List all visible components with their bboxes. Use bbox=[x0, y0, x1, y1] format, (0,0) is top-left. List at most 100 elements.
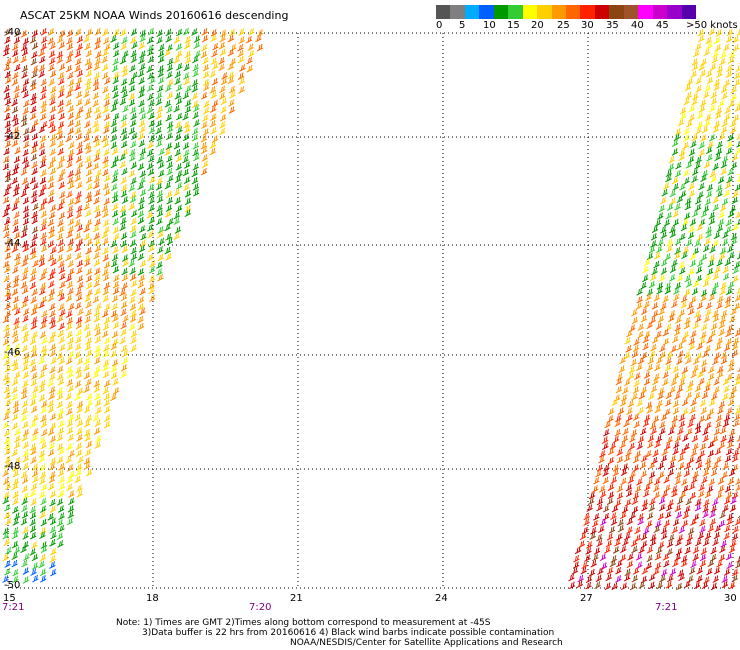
wind-barb bbox=[621, 505, 629, 514]
wind-barb bbox=[112, 169, 119, 177]
wind-barb bbox=[103, 405, 111, 414]
wind-barb bbox=[93, 232, 100, 240]
wind-barb bbox=[588, 491, 596, 500]
wind-barb bbox=[65, 392, 72, 401]
wind-barb bbox=[12, 526, 19, 535]
wind-barb bbox=[175, 97, 183, 105]
wind-barb bbox=[49, 105, 57, 114]
wind-barb bbox=[708, 254, 716, 262]
wind-barb bbox=[603, 463, 610, 472]
wind-barb bbox=[157, 246, 164, 254]
wind-barb bbox=[702, 505, 709, 513]
wind-barb bbox=[66, 205, 74, 213]
wind-barb bbox=[692, 364, 699, 373]
wind-barb bbox=[722, 419, 730, 428]
wind-barb bbox=[713, 78, 720, 87]
wind-barb bbox=[128, 184, 135, 192]
wind-barb bbox=[636, 363, 643, 372]
wind-barb bbox=[662, 371, 669, 379]
wind-barb bbox=[733, 302, 740, 311]
wind-barb bbox=[13, 231, 21, 240]
wind-barb bbox=[56, 50, 64, 59]
wind-barb bbox=[173, 56, 180, 64]
wind-barb bbox=[31, 161, 38, 169]
wind-barb bbox=[14, 253, 21, 261]
legend-swatch bbox=[623, 5, 639, 19]
wind-barb bbox=[660, 526, 668, 535]
wind-barb bbox=[104, 414, 111, 423]
wind-barb bbox=[2, 421, 10, 430]
wind-barb bbox=[47, 28, 55, 36]
wind-barb bbox=[684, 505, 691, 514]
wind-barb bbox=[129, 323, 136, 331]
wind-barb bbox=[718, 132, 726, 141]
wind-barb bbox=[31, 372, 38, 380]
wind-barb bbox=[712, 314, 720, 323]
wind-barb bbox=[21, 335, 29, 344]
wind-barb bbox=[30, 307, 38, 316]
wind-barb bbox=[56, 443, 64, 451]
wind-barb bbox=[687, 307, 695, 316]
wind-barb bbox=[654, 552, 662, 561]
wind-barb bbox=[737, 403, 740, 408]
wind-barb bbox=[76, 484, 83, 493]
wind-barb bbox=[66, 400, 73, 409]
wind-barb bbox=[191, 92, 198, 100]
wind-barb bbox=[122, 259, 129, 267]
wind-barb bbox=[103, 336, 111, 345]
wind-barb bbox=[614, 499, 622, 507]
wind-barb bbox=[38, 259, 46, 268]
wind-barb bbox=[103, 92, 110, 101]
wind-barb bbox=[66, 190, 73, 199]
wind-barb bbox=[40, 42, 47, 51]
wind-barb bbox=[679, 148, 686, 157]
wind-barb bbox=[666, 351, 673, 359]
wind-barb bbox=[698, 141, 705, 150]
wind-barb bbox=[120, 85, 127, 94]
wind-barb bbox=[731, 533, 739, 541]
wind-barb bbox=[4, 174, 12, 183]
wind-barb bbox=[147, 141, 154, 149]
wind-barb bbox=[76, 427, 83, 436]
wind-barb bbox=[585, 547, 592, 555]
wind-barb bbox=[58, 29, 66, 38]
wind-barb bbox=[155, 112, 162, 120]
wind-barb bbox=[92, 92, 99, 100]
wind-barb bbox=[714, 111, 722, 120]
wind-barb bbox=[654, 561, 662, 570]
wind-barb bbox=[11, 449, 18, 457]
wind-barb bbox=[21, 286, 29, 295]
wind-barb bbox=[85, 300, 92, 309]
wind-barb bbox=[2, 338, 10, 346]
wind-barb bbox=[74, 343, 82, 351]
wind-barb bbox=[13, 155, 21, 164]
wind-barb bbox=[620, 393, 628, 402]
wind-barb bbox=[58, 357, 65, 365]
wind-barb bbox=[94, 365, 101, 374]
wind-barb bbox=[139, 147, 147, 156]
wind-barb bbox=[14, 29, 21, 37]
wind-barb bbox=[705, 190, 713, 198]
wind-barb bbox=[66, 443, 73, 451]
wind-barb bbox=[714, 343, 722, 351]
wind-barb bbox=[713, 531, 721, 540]
wind-barb bbox=[717, 99, 725, 108]
wind-barb bbox=[688, 225, 695, 233]
wind-barb bbox=[47, 181, 55, 190]
wind-barb bbox=[697, 532, 704, 540]
wind-barb bbox=[21, 43, 28, 52]
wind-barb bbox=[174, 226, 182, 234]
wind-barb bbox=[39, 176, 47, 185]
wind-barb bbox=[29, 525, 37, 533]
wind-barb bbox=[14, 307, 21, 316]
wind-barb bbox=[47, 399, 54, 408]
wind-barb bbox=[13, 350, 21, 358]
wind-barb bbox=[586, 504, 593, 512]
wind-barb bbox=[76, 69, 84, 78]
wind-barb bbox=[130, 28, 138, 36]
wind-barb bbox=[695, 352, 702, 360]
wind-barb bbox=[703, 499, 710, 507]
wind-barb bbox=[679, 490, 686, 499]
wind-barb bbox=[49, 309, 56, 318]
wind-barb bbox=[49, 343, 57, 351]
